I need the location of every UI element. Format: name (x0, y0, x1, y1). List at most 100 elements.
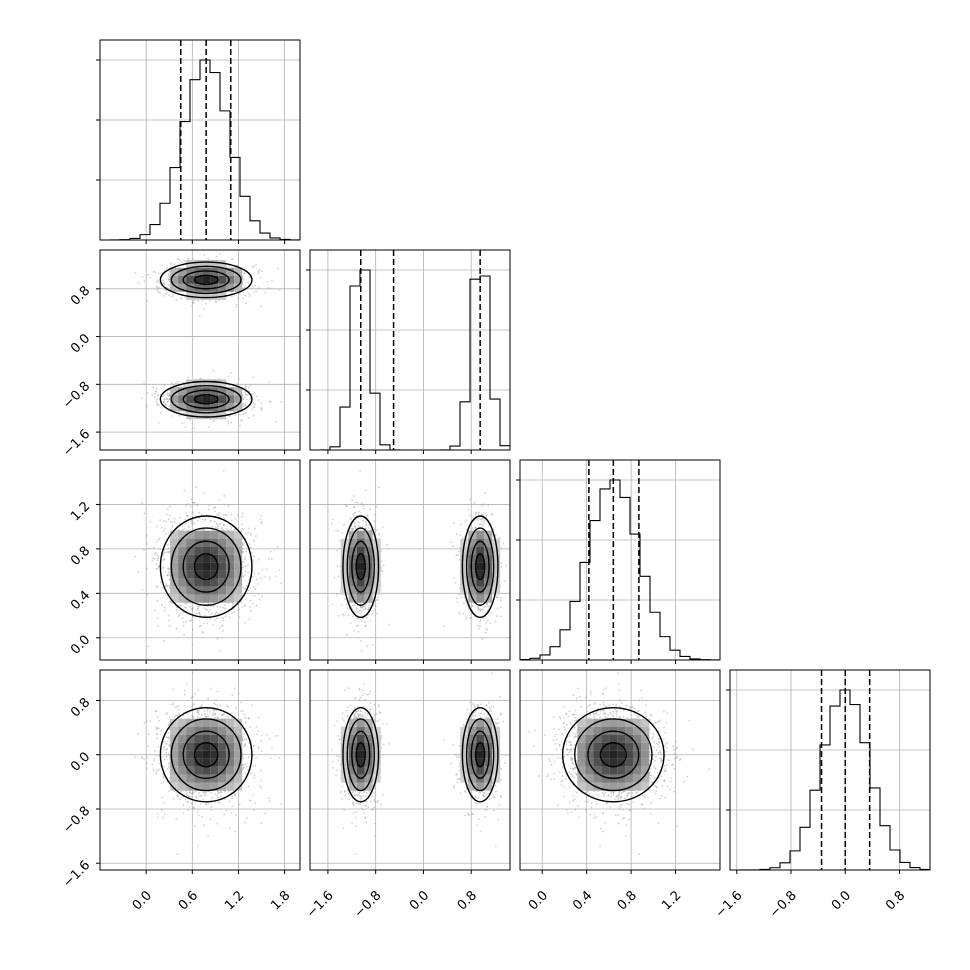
scatter-point-1-0-625 (180, 297, 183, 300)
density-cell-2-0-0-0 (226, 546, 235, 555)
scatter-point-2-0-425 (255, 604, 258, 607)
scatter-point-2-0-414 (212, 623, 215, 626)
scatter-point-2-0-838 (217, 527, 219, 530)
scatter-point-2-1-1027 (362, 605, 365, 608)
density-cell-1-0-0-1 (186, 267, 195, 276)
scatter-point-2-1-961 (477, 627, 480, 630)
contour-1-0-0-0-3 (159, 380, 253, 418)
scatter-point-2-1-323 (486, 619, 489, 622)
scatter-point-2-1-1048 (479, 619, 482, 622)
scatter-point-2-1-93 (343, 598, 346, 600)
scatter-point-2-0-1136 (214, 506, 217, 509)
scatter-point-2-0-944 (181, 524, 184, 527)
scatter-point-2-0-714 (212, 507, 215, 510)
scatter-point-2-0-486 (162, 553, 165, 555)
scatter-point-2-1-878 (341, 604, 343, 607)
scatter-point-1-0-424 (170, 296, 173, 298)
scatter-point-1-0-876 (227, 423, 230, 425)
scatter-point-2-1-63 (346, 607, 349, 609)
scatter-point-1-0-1480 (171, 261, 173, 264)
scatter-point-2-1-1358 (353, 629, 356, 632)
scatter-point-2-1-459 (361, 605, 364, 608)
scatter-point-2-1-1294 (495, 595, 497, 598)
scatter-point-1-0-1044 (250, 408, 253, 411)
scatter-point-1-0-1048 (168, 278, 171, 281)
scatter-point-2-0-805 (178, 516, 181, 519)
density-cell-2-0-0-0 (186, 562, 195, 571)
scatter-point-1-0-1363 (242, 413, 245, 416)
density-cell-2-0-0-0 (186, 554, 195, 563)
scatter-point-2-0-529 (214, 526, 217, 529)
contour-1-0-0-1-3 (159, 261, 253, 299)
panel-1-0: −1.6−0.80.00.8 (60, 249, 301, 460)
scatter-point-2-0-720 (159, 581, 162, 584)
scatter-point-2-1-4 (479, 609, 482, 612)
scatter-point-2-1-1136 (353, 506, 356, 509)
scatter-point-2-1-695 (504, 580, 506, 583)
density-cell-1-0-0-0 (202, 411, 211, 420)
density-cell-1-0-0-0 (194, 411, 203, 420)
scatter-point-2-0-84 (143, 548, 145, 551)
scatter-point-2-0-212 (146, 543, 148, 545)
scatter-point-1-0-77 (245, 398, 248, 401)
scatter-point-2-1-227 (477, 512, 480, 515)
scatter-point-1-0-24 (151, 394, 154, 397)
scatter-point-1-0-96 (191, 301, 194, 304)
scatter-point-2-1-1207 (352, 513, 355, 516)
scatter-point-1-0-663 (166, 393, 169, 396)
scatter-point-2-1-737 (471, 605, 474, 607)
scatter-point-2-0-141 (196, 605, 199, 608)
scatter-point-1-0-107 (162, 279, 164, 282)
scatter-point-2-0-661 (157, 565, 160, 568)
scatter-point-1-0-1502 (157, 421, 160, 424)
scatter-point-1-0-428 (172, 293, 175, 296)
contour-2-0-0-0-3 (159, 515, 253, 619)
scatter-point-2-0-1528 (198, 517, 201, 520)
scatter-point-2-0-1446 (260, 522, 263, 524)
density-cell-1-0-0-0 (234, 387, 243, 396)
scatter-point-2-0-1404 (267, 558, 270, 560)
scatter-point-2-0-107 (162, 559, 164, 562)
scatter-point-2-0-4 (196, 609, 198, 612)
scatter-point-2-1-1533 (480, 518, 483, 521)
density-cell-1-0-0-1 (218, 283, 227, 292)
scatter-point-2-1-756 (353, 522, 356, 525)
scatter-point-2-0-265 (219, 522, 222, 525)
scatter-point-2-0-630 (215, 522, 218, 525)
scatter-point-2-1-768 (331, 522, 333, 525)
scatter-point-2-0-1308 (237, 609, 240, 612)
density-cell-2-0-0-0 (186, 594, 195, 603)
scatter-point-1-0-1479 (239, 424, 241, 427)
scatter-point-2-0-1076 (224, 513, 227, 516)
scatter-point-2-0-992 (187, 502, 190, 505)
scatter-point-2-1-1233 (345, 603, 348, 606)
scatter-point-2-1-777 (353, 515, 355, 518)
scatter-point-1-0-1274 (146, 392, 149, 394)
scatter-point-1-0-678 (173, 263, 176, 265)
scatter-point-2-0-472 (213, 520, 216, 523)
density-cell-2-0-0-0 (178, 570, 187, 579)
scatter-point-2-1-939 (459, 523, 462, 526)
scatter-point-2-0-63 (185, 607, 187, 609)
panel-0-0 (96, 39, 301, 244)
scatter-point-2-1-1007 (474, 526, 477, 529)
scatter-point-2-0-10 (156, 557, 159, 560)
scatter-point-2-1-654 (339, 540, 341, 543)
scatter-point-2-1-180 (485, 627, 488, 630)
scatter-point-2-0-1343 (186, 514, 189, 517)
scatter-point-2-0-913 (257, 592, 260, 595)
density-cell-2-0-0-0 (218, 586, 227, 595)
density-cell-2-0-0-0 (210, 554, 219, 563)
scatter-point-2-0-1066 (199, 614, 201, 617)
scatter-point-1-0-473 (145, 274, 148, 277)
scatter-point-2-0-1207 (230, 513, 233, 516)
panel-2-0: 0.00.40.81.2 (68, 459, 301, 664)
scatter-point-2-0-810 (180, 612, 183, 615)
scatter-point-2-1-637 (482, 608, 484, 611)
scatter-point-1-0-32 (198, 315, 201, 317)
scatter-point-1-0-134 (167, 278, 170, 281)
scatter-point-2-0-513 (185, 620, 188, 623)
scatter-point-1-0-1001 (253, 265, 256, 268)
scatter-point-2-1-364 (360, 619, 363, 622)
